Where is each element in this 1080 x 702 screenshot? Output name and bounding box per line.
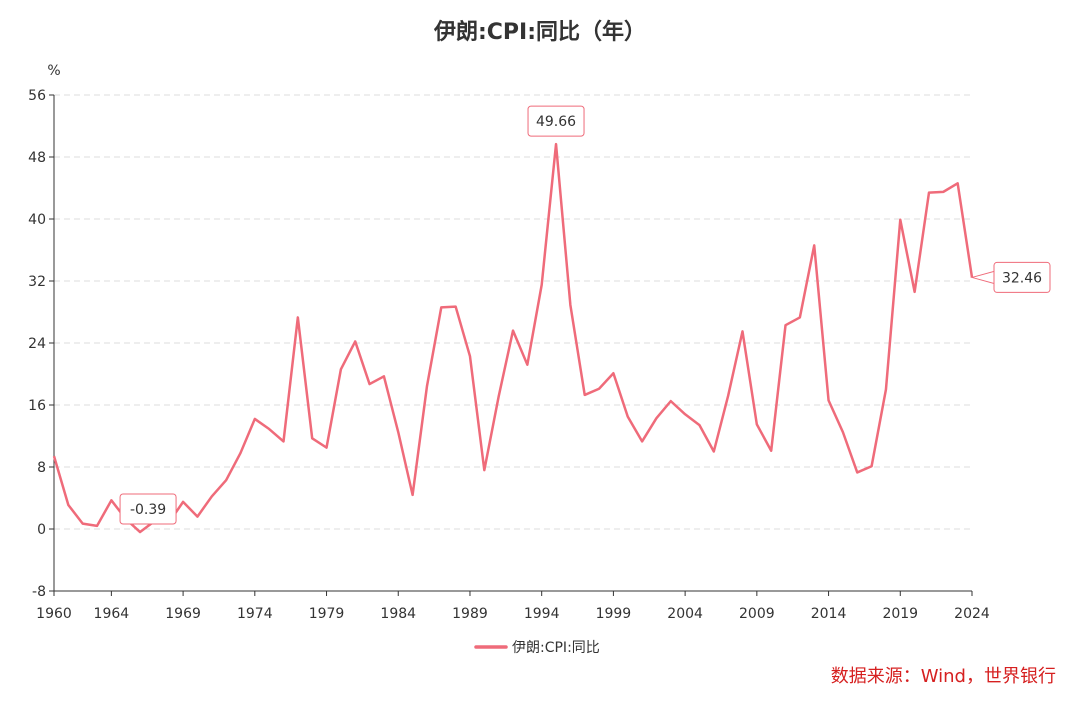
legend-label: 伊朗:CPI:同比: [512, 640, 600, 656]
y-tick-label: 48: [28, 150, 46, 166]
x-tick-label: 2024: [954, 606, 990, 622]
x-tick-label: 1969: [165, 606, 201, 622]
annotation-box: [993, 261, 1051, 293]
y-tick-label: 56: [28, 88, 46, 104]
y-tick-label: 40: [28, 212, 46, 228]
x-tick-label: 2014: [811, 606, 847, 622]
chart-title: 伊朗:CPI:同比（年）: [433, 20, 647, 45]
x-tick-label: 2009: [739, 606, 775, 622]
x-tick-label: 1989: [452, 606, 488, 622]
grid-lines: [54, 94, 972, 530]
annotation-label: -0.39: [130, 502, 166, 518]
annotation-box: [119, 493, 177, 525]
annotation-pointer: [135, 524, 146, 531]
annotation-pointer: [970, 270, 995, 285]
y-tick-label: 0: [37, 522, 46, 538]
x-tick-label: 1994: [524, 606, 560, 622]
x-tick-label: 1979: [309, 606, 345, 622]
x-tick-label: 1960: [36, 606, 72, 622]
legend: 伊朗:CPI:同比: [474, 640, 600, 656]
x-tick-label: 1999: [596, 606, 632, 622]
source-note: 数据来源：Wind，世界银行: [830, 666, 1056, 687]
y-tick-label: 16: [28, 398, 46, 414]
x-tick-label: 1984: [380, 606, 416, 622]
y-tick-label: 8: [37, 460, 46, 476]
x-tick-label: 2019: [882, 606, 918, 622]
annotation-box: [527, 105, 585, 137]
y-tick-label: -8: [32, 584, 46, 600]
axes: -8 0 8 16 24 32 40 48 56% 1960 1964 1969 1974 1979 198…: [28, 63, 990, 622]
annotation-label: 32.46: [1002, 270, 1042, 286]
annotation-pointer: [551, 136, 562, 143]
y-axis-unit: %: [47, 63, 60, 79]
y-tick-label: 32: [28, 274, 46, 290]
annotation-label: 49.66: [536, 114, 576, 130]
series-layer: [52, 142, 974, 534]
x-tick-label: 1974: [237, 606, 273, 622]
series-line: [52, 142, 974, 534]
annotations: -0.39 49.66 32.46: [119, 105, 1051, 531]
y-tick-label: 24: [28, 336, 46, 352]
x-tick-label: 1964: [94, 606, 130, 622]
x-tick-label: 2004: [667, 606, 703, 622]
